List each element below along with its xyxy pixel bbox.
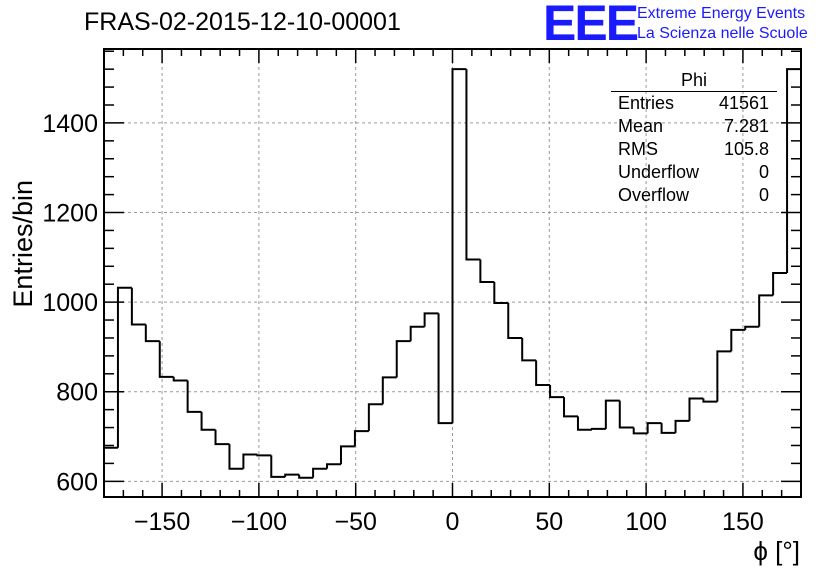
histogram-bin — [116, 286, 132, 448]
histogram-bin — [284, 473, 300, 477]
x-tick-label: 100 — [625, 508, 667, 536]
stats-box: Phi Entries 41561 Mean 7.281 RMS 105.8 U… — [611, 70, 777, 207]
histogram-bin — [326, 463, 341, 469]
stats-value: 7.281 — [723, 116, 769, 136]
stats-row-overflow: Overflow 0 — [611, 184, 777, 207]
logo-line-2: La Scienza nelle Scuole — [637, 25, 808, 42]
histogram-bin — [270, 455, 286, 478]
histogram-bin — [688, 397, 704, 421]
histogram-bin — [144, 324, 160, 343]
logo-line-1: Extreme Energy Events — [637, 5, 806, 22]
histogram-bin — [535, 360, 551, 386]
histogram-bin — [172, 376, 188, 382]
y-tick-label: 1200 — [42, 200, 98, 228]
histogram-bin — [158, 341, 174, 378]
histogram-bin — [646, 422, 662, 434]
histogram-bin — [437, 313, 453, 425]
y-tick-label: 800 — [56, 379, 98, 407]
x-tick-label: 150 — [722, 508, 764, 536]
y-tick-label: 1000 — [42, 289, 98, 317]
y-tick-label: 600 — [56, 468, 98, 496]
x-tick-label: −150 — [134, 508, 190, 536]
histogram-bin — [549, 385, 565, 399]
histogram-bin — [381, 376, 397, 405]
histogram-bin — [130, 287, 146, 326]
histogram-bin — [312, 467, 328, 478]
histogram-bin — [395, 340, 411, 378]
eee-logo: EEE — [543, 0, 639, 51]
histogram-bin — [228, 444, 244, 470]
histogram-bin — [772, 272, 788, 296]
histogram-bin — [493, 281, 509, 305]
stats-row-underflow: Underflow 0 — [611, 161, 777, 184]
histogram-bin — [409, 325, 425, 342]
chart-title: FRAS-02-2015-12-10-00001 — [84, 8, 401, 36]
histogram-bin — [604, 399, 620, 429]
stats-row-rms: RMS 105.8 — [611, 138, 777, 161]
axis-ticks — [103, 49, 802, 497]
histogram-bin — [758, 294, 774, 327]
y-tick-label: 1400 — [42, 110, 98, 138]
x-tick-label: −50 — [334, 508, 376, 536]
stats-label: Overflow — [618, 185, 690, 205]
histogram-bin — [367, 403, 383, 432]
histogram-bin — [242, 453, 258, 469]
histogram-bin — [786, 68, 802, 497]
histogram-bin — [590, 427, 606, 430]
histogram-bin — [298, 474, 314, 479]
histogram-bin — [186, 380, 202, 413]
stats-value: 0 — [758, 162, 769, 182]
histogram-bin — [702, 398, 718, 403]
stats-row-entries: Entries 41561 — [611, 92, 777, 115]
y-axis-label: Entries/bin — [8, 180, 38, 308]
histogram-bin — [674, 419, 690, 433]
histogram-bin — [716, 350, 732, 402]
histogram-bin — [103, 446, 118, 497]
histogram-bin — [479, 259, 495, 283]
stats-label: Entries — [618, 93, 675, 113]
histogram-bin — [576, 416, 592, 431]
stats-value: 0 — [758, 185, 769, 205]
x-tick-label: −100 — [231, 508, 287, 536]
histogram-bin — [563, 397, 578, 418]
x-tick-label: 0 — [446, 508, 460, 536]
histogram-bin — [744, 325, 760, 330]
histogram-bin — [618, 400, 634, 429]
y-tick-labels: 600 800 1000 1200 1400 — [42, 110, 98, 496]
stats-row-mean: Mean 7.281 — [611, 115, 777, 138]
stats-label: Underflow — [618, 162, 700, 182]
histogram-bin — [507, 303, 523, 339]
stats-title: Phi — [611, 70, 777, 92]
histogram-bin — [521, 337, 537, 362]
stats-label: Mean — [618, 116, 664, 136]
histogram-bin — [353, 430, 369, 447]
histogram-bin — [660, 423, 676, 434]
histogram-bin — [423, 312, 439, 327]
x-axis-label: ϕ [°] — [753, 536, 800, 566]
histogram-bin — [451, 68, 467, 424]
histogram-bin — [200, 411, 216, 431]
histogram-bin — [339, 445, 355, 465]
x-tick-label: 50 — [535, 508, 563, 536]
histogram-bin — [256, 454, 272, 457]
stats-label: RMS — [618, 139, 658, 159]
x-tick-labels: −150 −100 −50 0 50 100 150 — [134, 508, 764, 536]
stats-value: 105.8 — [723, 139, 769, 159]
stats-value: 41561 — [718, 93, 769, 113]
plot-frame — [103, 48, 802, 498]
histogram-bin — [730, 328, 746, 352]
histogram-bin — [214, 429, 230, 446]
histogram-bin — [632, 427, 648, 435]
histogram-bin — [465, 69, 481, 261]
